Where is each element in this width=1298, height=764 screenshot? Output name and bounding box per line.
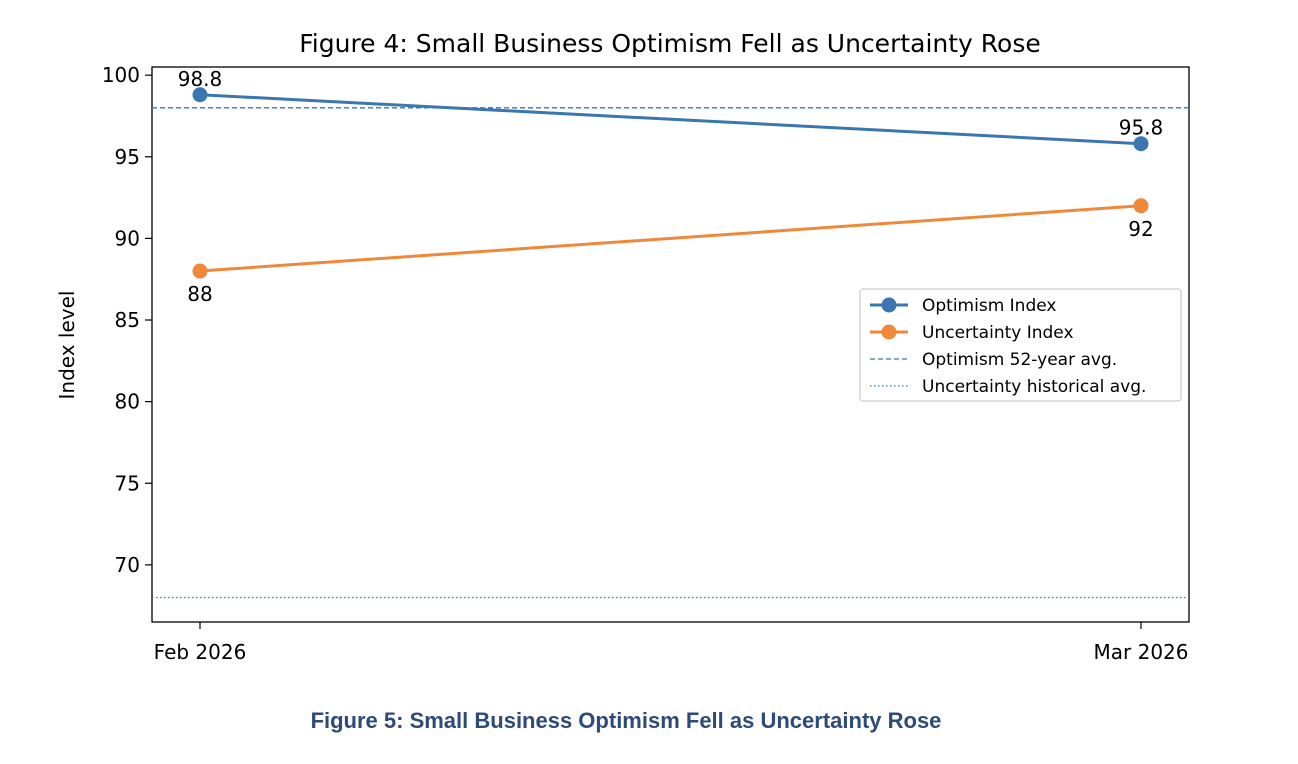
legend-label: Optimism 52-year avg.	[922, 350, 1117, 370]
data-point	[1133, 198, 1149, 214]
series-layer: 98.8 95.8 88 92	[178, 67, 1164, 306]
data-point	[192, 87, 208, 103]
x-tick-label: Feb 2026	[154, 640, 247, 664]
legend-label: Uncertainty Index	[922, 323, 1074, 343]
data-label: 95.8	[1119, 116, 1164, 140]
y-tick-label: 70	[115, 553, 140, 577]
data-label: 88	[187, 282, 212, 306]
legend-label: Uncertainty historical avg.	[922, 377, 1146, 397]
data-point	[1133, 136, 1149, 152]
y-tick-label: 80	[115, 390, 140, 414]
legend-label: Optimism Index	[922, 296, 1056, 316]
reference-lines	[152, 107, 1189, 599]
series-line	[199, 93, 1142, 146]
legend-box	[859, 288, 1182, 402]
x-tick-label: Mar 2026	[1094, 640, 1189, 664]
figure-caption: Figure 5: Small Business Optimism Fell a…	[310, 708, 942, 733]
series-line	[199, 204, 1142, 273]
plot-frame	[151, 66, 1190, 623]
y-tick-label: 75	[115, 471, 140, 495]
y-tick-label: 95	[115, 145, 140, 169]
y-axis: 70 75 80 85 90 95 100	[102, 63, 152, 577]
data-label: 92	[1128, 217, 1153, 241]
data-point	[192, 263, 208, 279]
chart-title: Figure 4: Small Business Optimism Fell a…	[299, 29, 1041, 58]
chart: Figure 4: Small Business Optimism Fell a…	[55, 29, 1190, 664]
y-tick-label: 100	[102, 63, 140, 87]
data-label: 98.8	[178, 67, 223, 91]
y-axis-label: Index level	[55, 291, 79, 400]
y-tick-label: 85	[115, 308, 140, 332]
x-axis: Feb 2026 Mar 2026	[154, 622, 1189, 664]
y-tick-label: 90	[115, 226, 140, 250]
legend-marker	[881, 297, 897, 313]
legend-marker	[881, 324, 897, 340]
legend: Optimism Index Uncertainty Index Optimism …	[859, 288, 1182, 402]
